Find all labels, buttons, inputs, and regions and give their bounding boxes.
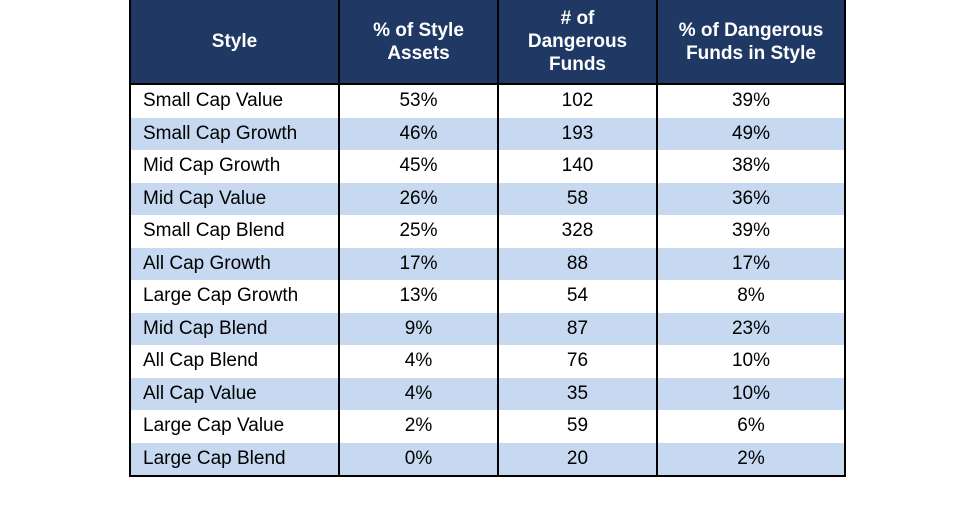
header-line: Dangerous	[527, 31, 628, 52]
header-line: Funds	[549, 54, 606, 75]
table-row: Large Cap Blend 0% 20 2%	[129, 442, 846, 476]
dangerous-funds-by-style-table: Style % of Style Assets # of Dangerous Fund…	[129, 0, 846, 477]
pct-dangerous-in-style-cell: 8%	[656, 280, 846, 313]
pct-style-assets-cell: 25%	[338, 215, 499, 248]
num-dangerous-funds-cell: 140	[497, 150, 658, 183]
pct-style-assets-cell: 0%	[338, 442, 499, 476]
style-cell: Large Cap Value	[129, 410, 340, 443]
num-dangerous-funds-cell: 58	[497, 182, 658, 215]
style-cell: Mid Cap Blend	[129, 312, 340, 345]
table-row: Small Cap Growth 46% 193 49%	[129, 117, 846, 150]
table-body: Small Cap Value 53% 102 39% Small Cap Growth…	[129, 84, 846, 476]
pct-style-assets-cell: 9%	[338, 312, 499, 345]
pct-dangerous-in-style-cell: 39%	[656, 84, 846, 118]
table-row: Large Cap Growth 13% 54 8%	[129, 280, 846, 313]
table-row: Mid Cap Value 26% 58 36%	[129, 182, 846, 215]
pct-dangerous-in-style-cell: 17%	[656, 247, 846, 280]
style-cell: Large Cap Growth	[129, 280, 340, 313]
table-row: All Cap Value 4% 35 10%	[129, 377, 846, 410]
header-line: # of	[560, 8, 595, 29]
num-dangerous-funds-cell: 88	[497, 247, 658, 280]
header-line: % of Style	[373, 19, 464, 41]
pct-dangerous-in-style-cell: 10%	[656, 345, 846, 378]
style-cell: Large Cap Blend	[129, 442, 340, 476]
table-row: Mid Cap Blend 9% 87 23%	[129, 312, 846, 345]
table-row: Mid Cap Growth 45% 140 38%	[129, 150, 846, 183]
table-row: Small Cap Value 53% 102 39%	[129, 84, 846, 118]
pct-dangerous-in-style-cell: 49%	[656, 117, 846, 150]
header-pct-dangerous-in-style: % of Dangerous Funds in Style	[656, 0, 846, 85]
header-line: % of Dangerous	[678, 19, 824, 41]
pct-dangerous-in-style-cell: 23%	[656, 312, 846, 345]
header-pct-style-assets: % of Style Assets	[338, 0, 499, 85]
style-cell: Mid Cap Value	[129, 182, 340, 215]
style-cell: Small Cap Blend	[129, 215, 340, 248]
pct-style-assets-cell: 2%	[338, 410, 499, 443]
num-dangerous-funds-cell: 102	[497, 84, 658, 118]
num-dangerous-funds-cell: 87	[497, 312, 658, 345]
pct-dangerous-in-style-cell: 39%	[656, 215, 846, 248]
pct-style-assets-cell: 17%	[338, 247, 499, 280]
style-cell: Small Cap Value	[129, 84, 340, 118]
pct-style-assets-cell: 4%	[338, 377, 499, 410]
pct-dangerous-in-style-cell: 6%	[656, 410, 846, 443]
pct-style-assets-cell: 46%	[338, 117, 499, 150]
pct-dangerous-in-style-cell: 10%	[656, 377, 846, 410]
num-dangerous-funds-cell: 76	[497, 345, 658, 378]
pct-style-assets-cell: 53%	[338, 84, 499, 118]
pct-style-assets-cell: 26%	[338, 182, 499, 215]
pct-dangerous-in-style-cell: 36%	[656, 182, 846, 215]
table-row: Large Cap Value 2% 59 6%	[129, 410, 846, 443]
pct-dangerous-in-style-cell: 2%	[656, 442, 846, 476]
pct-dangerous-in-style-cell: 38%	[656, 150, 846, 183]
num-dangerous-funds-cell: 59	[497, 410, 658, 443]
pct-style-assets-cell: 4%	[338, 345, 499, 378]
table-header-row: Style % of Style Assets # of Dangerous Fund…	[129, 0, 846, 85]
header-style: Style	[129, 0, 340, 85]
num-dangerous-funds-cell: 193	[497, 117, 658, 150]
pct-style-assets-cell: 13%	[338, 280, 499, 313]
table-row: All Cap Growth 17% 88 17%	[129, 247, 846, 280]
style-cell: All Cap Growth	[129, 247, 340, 280]
pct-style-assets-cell: 45%	[338, 150, 499, 183]
num-dangerous-funds-cell: 20	[497, 442, 658, 476]
table-row: Small Cap Blend 25% 328 39%	[129, 215, 846, 248]
num-dangerous-funds-cell: 54	[497, 280, 658, 313]
table-row: All Cap Blend 4% 76 10%	[129, 345, 846, 378]
header-line: Assets	[387, 42, 450, 64]
style-cell: Small Cap Growth	[129, 117, 340, 150]
style-cell: Mid Cap Growth	[129, 150, 340, 183]
header-line: Funds in Style	[686, 42, 816, 64]
num-dangerous-funds-cell: 328	[497, 215, 658, 248]
num-dangerous-funds-cell: 35	[497, 377, 658, 410]
header-num-dangerous-funds: # of Dangerous Funds	[497, 0, 658, 85]
header-line: Style	[211, 31, 258, 52]
style-cell: All Cap Value	[129, 377, 340, 410]
style-cell: All Cap Blend	[129, 345, 340, 378]
